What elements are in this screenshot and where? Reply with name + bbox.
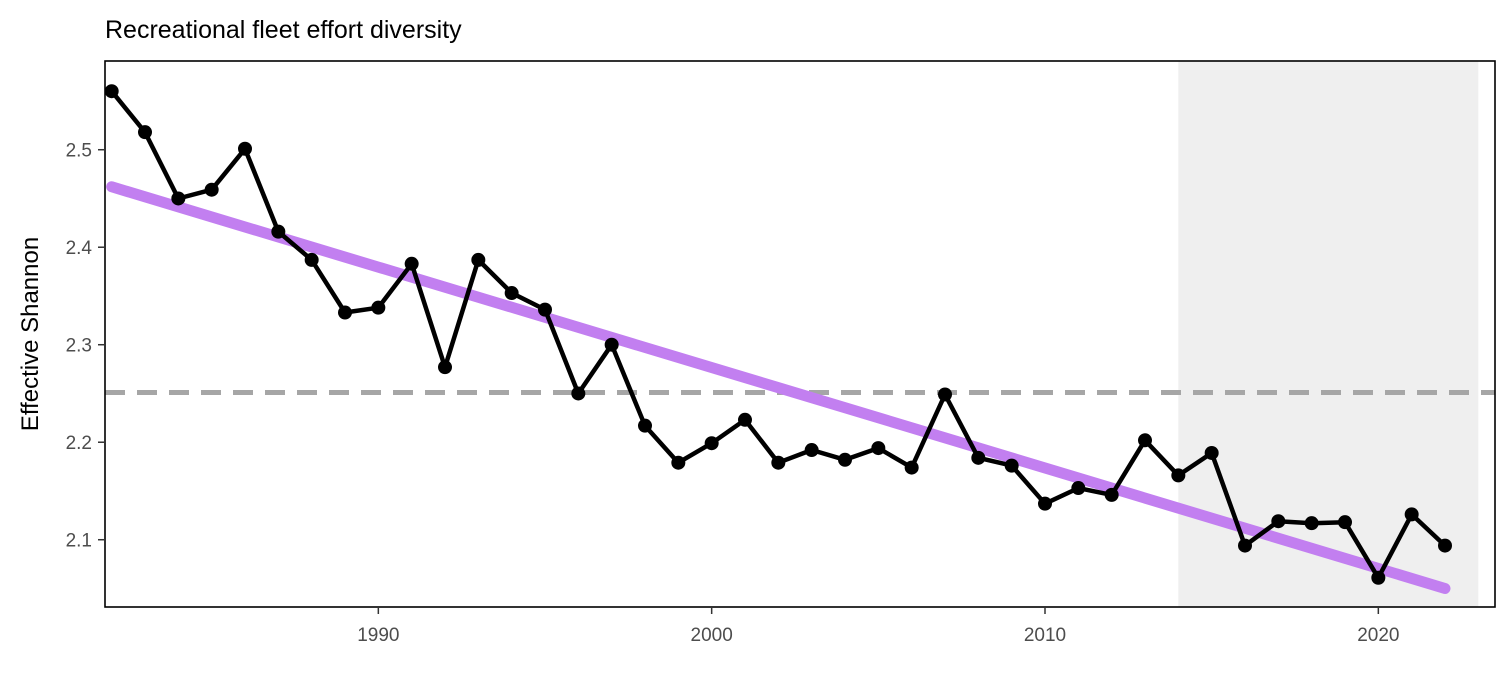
data-point bbox=[638, 418, 652, 433]
data-point bbox=[704, 436, 719, 451]
data-point bbox=[138, 125, 152, 140]
y-tick-label: 2.4 bbox=[66, 238, 93, 259]
data-point bbox=[171, 191, 186, 206]
data-point bbox=[204, 182, 219, 197]
shade-layer bbox=[1178, 61, 1479, 607]
data-point bbox=[271, 224, 286, 239]
data-point bbox=[604, 337, 619, 352]
data-point bbox=[1271, 514, 1286, 529]
data-point bbox=[971, 450, 986, 465]
data-point bbox=[1071, 481, 1086, 496]
data-point bbox=[304, 252, 319, 267]
data-point bbox=[471, 252, 486, 267]
chart-title: Recreational fleet effort diversity bbox=[105, 16, 462, 44]
x-tick-label: 1990 bbox=[357, 625, 399, 646]
data-point bbox=[1204, 445, 1219, 460]
y-axis-label: Effective Shannon bbox=[17, 237, 44, 431]
data-point bbox=[238, 141, 252, 156]
data-point bbox=[371, 300, 386, 315]
y-tick-label: 2.3 bbox=[66, 336, 92, 357]
data-point bbox=[1304, 516, 1319, 531]
x-tick-label: 2020 bbox=[1357, 625, 1399, 646]
y-axis: 2.1 2.2 2.3 2.4 2.5 bbox=[66, 141, 105, 552]
y-tick-label: 2.2 bbox=[66, 433, 92, 454]
y-tick-label: 2.5 bbox=[66, 141, 92, 162]
data-point bbox=[738, 412, 752, 427]
data-point bbox=[1238, 538, 1252, 553]
data-point bbox=[571, 386, 586, 401]
data-point bbox=[1371, 570, 1386, 585]
data-point bbox=[404, 256, 419, 271]
data-point bbox=[1404, 507, 1419, 522]
series-layer bbox=[104, 84, 1452, 585]
data-point bbox=[904, 460, 919, 475]
data-point bbox=[1004, 458, 1019, 473]
x-tick-label: 2010 bbox=[1024, 625, 1066, 646]
plot-area bbox=[104, 60, 1496, 608]
data-point bbox=[1438, 538, 1452, 553]
data-point bbox=[938, 387, 952, 402]
data-point bbox=[871, 441, 886, 456]
data-point bbox=[804, 443, 819, 458]
data-point bbox=[1038, 496, 1052, 511]
data-point bbox=[338, 305, 352, 320]
y-tick-label: 2.1 bbox=[66, 531, 92, 552]
data-point bbox=[771, 455, 786, 470]
panel-border bbox=[104, 60, 1496, 608]
data-point bbox=[104, 84, 119, 99]
data-point bbox=[1338, 515, 1352, 530]
shaded-period bbox=[1178, 61, 1479, 607]
trend-line bbox=[106, 181, 1451, 594]
data-point bbox=[1104, 487, 1119, 502]
data-point bbox=[438, 360, 452, 375]
data-point bbox=[1138, 433, 1152, 448]
data-point bbox=[504, 286, 519, 301]
x-axis: 1990 2000 2010 2020 bbox=[357, 607, 1399, 646]
data-point bbox=[538, 302, 552, 317]
data-point bbox=[838, 452, 852, 467]
data-point bbox=[671, 455, 686, 470]
x-tick-label: 2000 bbox=[691, 625, 733, 646]
trend-layer bbox=[106, 181, 1451, 594]
data-point bbox=[1171, 468, 1186, 483]
